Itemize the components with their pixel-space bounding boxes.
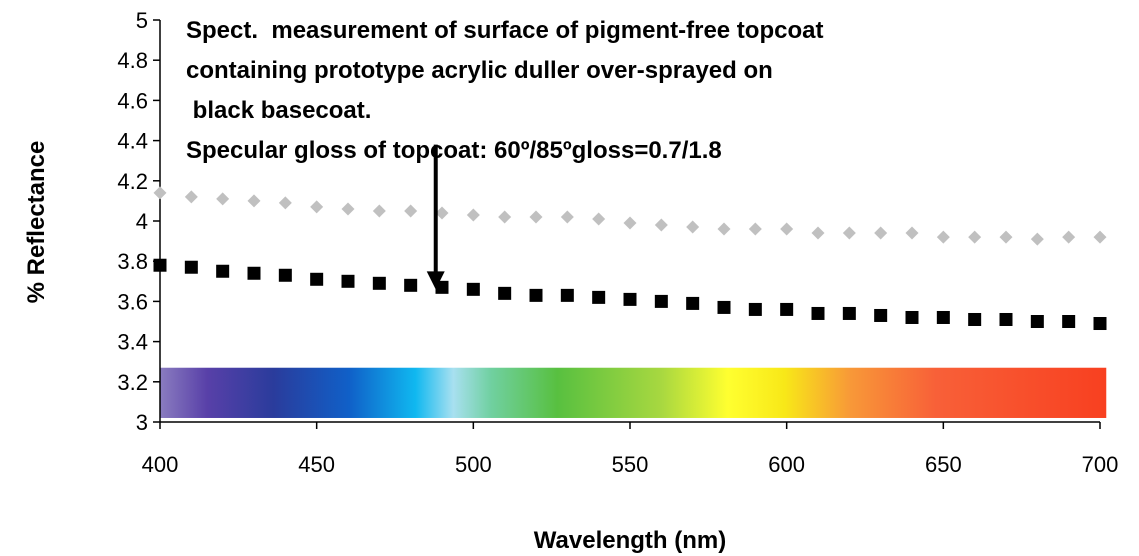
data-point [717, 222, 731, 236]
data-point [811, 306, 825, 320]
series-2 [153, 258, 1107, 331]
data-point [498, 286, 512, 300]
y-tick-label: 3.2 [117, 370, 148, 395]
series-layer [153, 186, 1107, 331]
y-tick-label: 4 [136, 209, 148, 234]
data-point [905, 226, 919, 240]
data-point [686, 220, 700, 234]
data-point [905, 310, 919, 324]
data-point [874, 308, 888, 322]
data-point [748, 222, 762, 236]
data-point [529, 210, 543, 224]
data-point [498, 210, 512, 224]
data-point [1030, 232, 1044, 246]
data-point [999, 312, 1013, 326]
data-point [1062, 315, 1076, 328]
data-point [278, 196, 292, 210]
data-point [717, 300, 731, 314]
y-tick-label: 3.4 [117, 330, 148, 355]
data-point [592, 290, 606, 304]
spectrum-band [160, 367, 1107, 418]
data-point [529, 288, 543, 302]
data-point [842, 306, 856, 320]
x-tick-label: 450 [298, 452, 335, 477]
data-point [247, 266, 261, 280]
series-1 [153, 186, 1107, 246]
data-point [968, 230, 982, 244]
x-tick-label: 550 [612, 452, 649, 477]
y-tick-label: 3.8 [117, 249, 148, 274]
data-point [623, 292, 637, 306]
y-tick-label: 4.2 [117, 169, 148, 194]
data-point [466, 282, 480, 296]
annotation-arrow [426, 144, 445, 290]
data-point [999, 230, 1013, 244]
y-axis-title: % Reflectance [23, 141, 50, 304]
data-point [686, 296, 700, 310]
y-tick-label: 3.6 [117, 289, 148, 314]
data-point [874, 226, 888, 240]
data-point [780, 222, 794, 236]
y-tick-label: 4.8 [117, 48, 148, 73]
data-point [654, 218, 668, 232]
data-point [372, 276, 386, 290]
data-point [153, 186, 167, 200]
y-tick-label: 3 [136, 410, 148, 435]
y-tick-label: 4.6 [117, 88, 148, 113]
data-point [404, 278, 418, 292]
data-point [1093, 317, 1107, 331]
data-point [748, 302, 762, 316]
x-tick-label: 700 [1082, 452, 1119, 477]
annotation-text: Spect. measurement of surface of pigment… [186, 17, 823, 164]
annotation-line-4: Specular gloss of topcoat: 60º/85ºgloss=… [186, 137, 722, 164]
data-point [560, 288, 574, 302]
y-tick-label: 5 [136, 8, 148, 33]
x-tick-label: 500 [455, 452, 492, 477]
data-point [310, 200, 324, 214]
data-point [216, 264, 230, 278]
x-tick-label: 400 [142, 452, 179, 477]
data-point [372, 204, 386, 218]
data-point [936, 310, 950, 324]
data-point [1062, 230, 1076, 244]
data-point [811, 226, 825, 240]
data-point [278, 268, 292, 282]
data-point [780, 302, 794, 316]
data-point [341, 274, 355, 288]
data-point [153, 258, 167, 272]
data-point [1093, 230, 1107, 244]
x-axis-title: Wavelength (nm) [534, 527, 726, 554]
data-point [435, 280, 449, 294]
annotation-line-1: Spect. measurement of surface of pigment… [186, 17, 823, 44]
annotation-line-3: black basecoat. [186, 97, 371, 124]
y-ticks: 3 3.2 3.4 3.6 3.8 4 4.2 4.4 4.6 4.8 5 [117, 8, 160, 435]
data-point [247, 194, 261, 208]
data-point [310, 272, 324, 286]
data-point [184, 190, 198, 204]
data-point [623, 216, 637, 230]
data-point [341, 202, 355, 216]
data-point [936, 230, 950, 244]
data-point [560, 210, 574, 224]
data-point [216, 192, 230, 206]
x-tick-label: 600 [768, 452, 805, 477]
data-point [1030, 315, 1044, 328]
data-point [654, 294, 668, 308]
data-point [842, 226, 856, 240]
data-point [404, 204, 418, 218]
data-point [592, 212, 606, 226]
data-point [968, 312, 982, 326]
x-ticks: 400 450 500 550 600 650 700 [142, 422, 1119, 477]
x-tick-label: 650 [925, 452, 962, 477]
annotation-line-2: containing prototype acrylic duller over… [186, 57, 773, 84]
data-point [184, 260, 198, 274]
data-point [466, 208, 480, 222]
data-point [435, 206, 449, 220]
y-tick-label: 4.4 [117, 129, 148, 154]
arrow-head [426, 271, 445, 290]
